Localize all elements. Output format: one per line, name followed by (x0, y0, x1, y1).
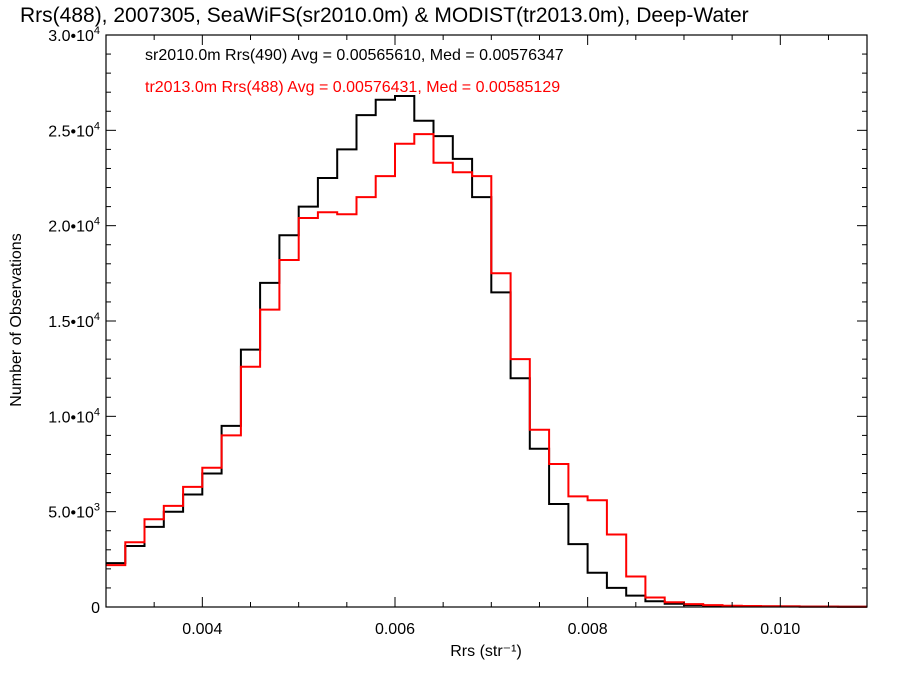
y-tick-label: 0 (91, 600, 100, 617)
series-line-1 (106, 95, 867, 608)
series-line-2 (106, 133, 867, 608)
plot-frame (105, 34, 868, 608)
y-tick-label: 5.0•103 (48, 502, 100, 522)
ticks-layer: 0.004 0.006 0.008 0.010 0 5.0•103 1.0•104 1.5•1… (48, 25, 867, 638)
y-tick-label: 2.0•104 (48, 216, 100, 236)
x-axis-label: Rrs (str⁻¹) (450, 643, 522, 660)
y-tick-label: 1.5•104 (48, 311, 100, 331)
x-tick-label: 0.010 (760, 621, 800, 638)
annotation-black-series: sr2010.0m Rrs(490) Avg = 0.00565610, Med… (145, 47, 564, 64)
y-tick-label: 2.5•104 (48, 120, 100, 140)
annotation-red-series: tr2013.0m Rrs(488) Avg = 0.00576431, Med… (145, 79, 560, 96)
y-axis-label: Number of Observations (8, 233, 25, 406)
y-tick-label: 3.0•104 (48, 25, 100, 45)
y-tick-label: 1.0•104 (48, 406, 100, 426)
x-tick-label: 0.004 (182, 621, 222, 638)
series-layer (106, 95, 867, 608)
chart-title: Rrs(488), 2007305, SeaWiFS(sr2010.0m) & … (20, 4, 749, 27)
x-tick-label: 0.008 (568, 621, 608, 638)
x-tick-label: 0.006 (375, 621, 415, 638)
